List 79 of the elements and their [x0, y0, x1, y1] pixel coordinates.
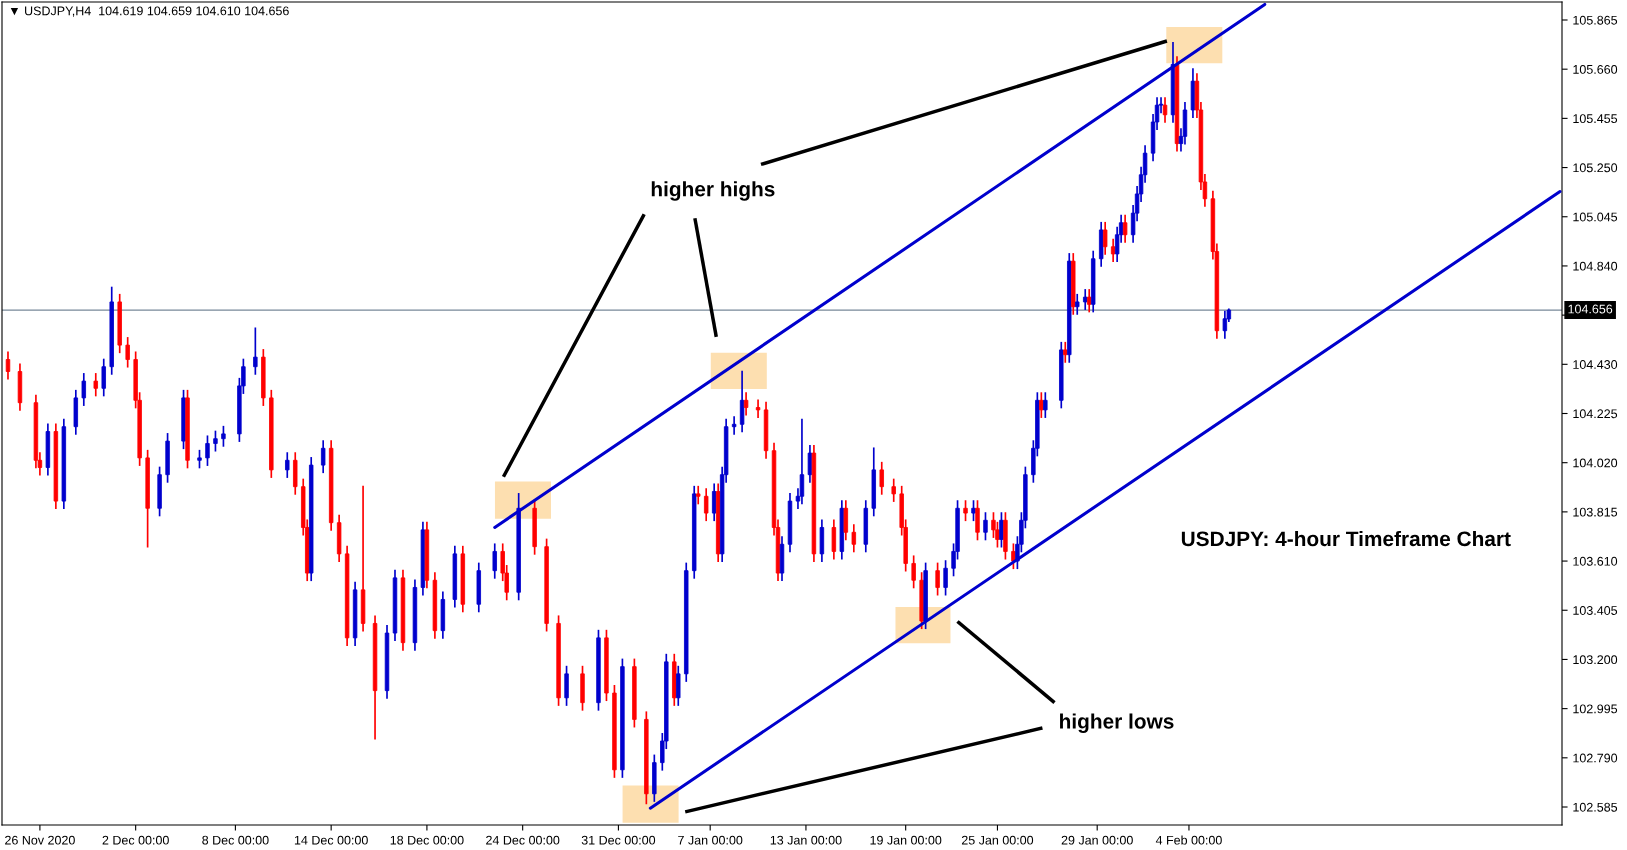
x-tick-label: 8 Dec 00:00 — [202, 835, 269, 845]
candlestick — [285, 452, 290, 478]
y-tick-label: 102.790 — [1573, 753, 1618, 763]
candlestick — [999, 512, 1004, 548]
candlestick — [1087, 289, 1092, 313]
candlestick — [101, 358, 106, 397]
x-tick-label: 24 Dec 00:00 — [486, 835, 560, 845]
x-tick-label: 13 Jan 00:00 — [770, 835, 842, 845]
candlestick — [703, 488, 709, 522]
candlestick — [1063, 341, 1068, 363]
x-tick-label: 14 Dec 00:00 — [294, 835, 368, 845]
y-tick-label: 104.225 — [1573, 409, 1618, 419]
candlestick — [807, 445, 813, 483]
x-tick-label: 26 Nov 2020 — [5, 835, 75, 845]
candlestick — [1039, 392, 1044, 418]
candlestick — [743, 392, 749, 416]
y-tick-label: 105.865 — [1573, 15, 1618, 25]
y-tick-label: 104.840 — [1573, 261, 1618, 271]
x-tick-label: 25 Jan 00:00 — [961, 835, 1034, 845]
candlestick — [755, 399, 761, 418]
candlestick — [125, 337, 130, 368]
candlestick — [935, 562, 940, 596]
candlestick — [831, 519, 837, 560]
y-tick-label: 103.200 — [1573, 655, 1618, 665]
x-tick-label: 29 Jan 00:00 — [1061, 835, 1133, 845]
y-tick-label: 104.430 — [1573, 360, 1618, 369]
candlestick — [711, 483, 717, 522]
candlestick — [731, 416, 737, 435]
candlestick — [5, 351, 11, 380]
candlestick — [564, 665, 569, 706]
candlestick — [879, 461, 884, 495]
candlestick — [911, 555, 916, 589]
x-tick-label: 4 Feb 00:00 — [1155, 835, 1222, 845]
annotation: USDJPY: 4-hour Timeframe Chart — [1181, 530, 1511, 547]
candlestick — [205, 435, 210, 466]
annotation: higher lows — [1060, 713, 1174, 733]
y-tick-label: 105.660 — [1573, 64, 1618, 74]
y-tick-label: 105.250 — [1573, 163, 1618, 173]
candlestick — [1043, 392, 1048, 418]
candlestick — [943, 560, 948, 596]
y-tick-label: 103.405 — [1573, 606, 1618, 615]
candlestick — [492, 543, 497, 579]
candlestick — [1083, 289, 1088, 310]
y-tick-label: 103.610 — [1573, 556, 1618, 566]
candlestick — [851, 524, 857, 553]
candlestick — [1075, 293, 1080, 315]
candlestick — [843, 500, 849, 541]
candlestick — [963, 500, 968, 522]
y-tick-label: 102.585 — [1573, 802, 1618, 812]
y-tick-label: 102.995 — [1573, 704, 1618, 714]
candlestick — [983, 512, 988, 541]
candlestick — [81, 373, 87, 406]
y-tick-label: 105.455 — [1573, 114, 1618, 124]
candlestick — [1110, 238, 1116, 262]
candlestick — [213, 430, 218, 452]
candlestick — [696, 485, 701, 505]
x-tick-label: 31 Dec 00:00 — [581, 835, 656, 845]
y-tick-label: 104.020 — [1573, 458, 1618, 468]
x-tick-label: 2 Dec 00:00 — [102, 835, 169, 845]
candlestick — [971, 500, 976, 522]
x-tick-label: 18 Dec 00:00 — [390, 835, 464, 845]
y-tick-label: 103.815 — [1573, 507, 1618, 517]
candlestick — [676, 665, 681, 706]
candlestick — [799, 418, 805, 505]
candlestick — [891, 478, 896, 502]
x-tick-label: 7 Jan 00:00 — [678, 835, 743, 845]
x-tick-label: 19 Jan 00:00 — [870, 835, 942, 845]
candlestick — [253, 327, 258, 375]
candlestick — [1102, 221, 1108, 255]
chart-title: ▼ USDJPY,H4 104.619 104.659 104.610 104.656 — [10, 6, 289, 17]
candlestick — [320, 440, 326, 474]
annotation: higher highs — [651, 181, 775, 201]
candlestick — [221, 425, 226, 447]
candlestick — [975, 500, 980, 541]
candlestick — [1122, 214, 1128, 243]
y-tick-label: 105.045 — [1573, 212, 1618, 222]
ref-line-label: 104.656 — [1568, 304, 1613, 314]
candlestick — [739, 370, 745, 433]
candlestick — [93, 373, 98, 397]
